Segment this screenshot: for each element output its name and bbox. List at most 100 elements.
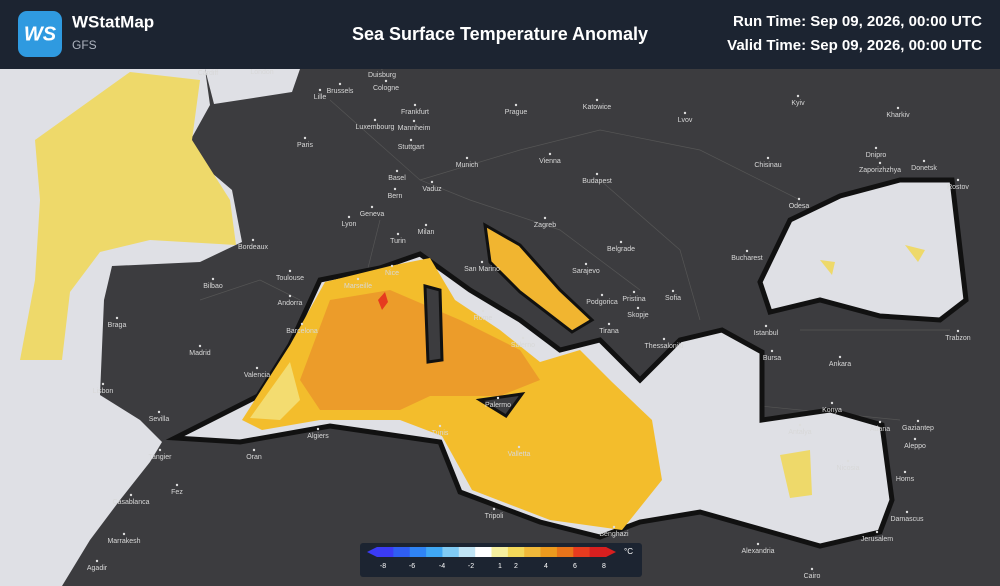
city-label: Kharkiv [886, 112, 910, 119]
city-dot [846, 459, 850, 463]
city-label: Bordeaux [238, 244, 268, 251]
city-label: Odesa [789, 203, 810, 210]
city-label: Zagreb [534, 222, 556, 229]
legend-tick-label: 8 [602, 563, 606, 570]
city-label: Cardiff [198, 70, 219, 77]
city-dot [796, 94, 800, 98]
city-dot [671, 289, 675, 293]
city-dot [662, 337, 666, 341]
cities: Cardiff London Duisburg Brussels Cologne Lill… [87, 63, 971, 580]
city-label: Lyon [342, 221, 357, 228]
legend-swatch [393, 547, 411, 557]
city-dot [810, 567, 814, 571]
legend-unit: °C [624, 547, 633, 556]
legend-arrow-high [606, 547, 616, 557]
city-dot [903, 470, 907, 474]
legend-swatch [524, 547, 541, 557]
city-label: Antalya [788, 429, 811, 436]
city-dot [916, 419, 920, 423]
city-label: Geneva [360, 211, 385, 218]
city-label: Andorra [278, 300, 303, 307]
city-dot [496, 396, 500, 400]
city-label: Mannheim [398, 125, 431, 132]
city-label: Duisburg [368, 72, 396, 79]
city-label: Lille [314, 94, 327, 101]
city-label: Budapest [582, 178, 612, 185]
city-dot [875, 530, 879, 534]
city-dot [384, 79, 388, 83]
legend-tick-label: -8 [380, 563, 386, 570]
legend-swatch [409, 547, 427, 557]
city-dot [874, 146, 878, 150]
city-label: Katowice [583, 104, 612, 111]
city-label: Valencia [244, 372, 270, 379]
city-dot [396, 232, 400, 236]
city-label: Basel [388, 175, 406, 182]
city-dot [548, 152, 552, 156]
city-label: Cairo [804, 573, 821, 580]
city-dot [424, 223, 428, 227]
legend-swatch [540, 547, 558, 557]
legend-bar: -8 -6 -4 -2 1 2 4 6 8 [367, 547, 616, 570]
city-label: Palermo [485, 402, 511, 409]
anomaly-atlantic [20, 72, 236, 360]
adriatic [483, 222, 595, 334]
city-dot [745, 249, 749, 253]
legend-tick-label: -6 [409, 563, 415, 570]
city-dot [798, 423, 802, 427]
legend-swatch [458, 547, 476, 557]
corsica [423, 284, 444, 364]
legend-tick-label: -2 [468, 563, 474, 570]
city-dot [347, 215, 351, 219]
city-label: Chisinau [754, 162, 781, 169]
city-label: Tunis [432, 430, 449, 437]
valid-time: Valid Time: Sep 09, 2026, 00:00 UTC [727, 37, 982, 54]
city-label: Damascus [890, 516, 924, 523]
city-label: San Marino [464, 266, 500, 273]
legend-tick-label: 1 [498, 563, 502, 570]
city-label: Valletta [508, 451, 531, 458]
city-label: Madrid [189, 350, 211, 357]
city-dot [115, 316, 119, 320]
city-label: Podgorica [586, 299, 618, 306]
city-dot [95, 559, 99, 563]
city-label: Stuttgart [398, 144, 425, 151]
city-dot [922, 159, 926, 163]
legend-swatch [556, 547, 574, 557]
city-label: Brussels [327, 88, 354, 95]
city-dot [492, 507, 496, 511]
city-label: Alexandria [741, 548, 774, 555]
city-label: Munich [456, 162, 479, 169]
city-label: Toulouse [276, 275, 304, 282]
city-label: Prague [505, 109, 528, 116]
city-label: Dnipro [866, 152, 887, 159]
city-dot [129, 493, 133, 497]
app-name: WStatMap [72, 12, 154, 31]
logo [18, 11, 62, 57]
city-label: Barcelona [286, 328, 318, 335]
anomaly-hot [378, 292, 388, 310]
black-sea [757, 177, 969, 323]
legend-swatch [589, 547, 607, 557]
city-label: Bilbao [203, 283, 223, 290]
sicily [475, 392, 526, 419]
city-label: Skopje [627, 312, 649, 319]
city-label: Tangier [149, 454, 173, 461]
city-dot [619, 240, 623, 244]
city-label: Fez [171, 489, 183, 496]
legend-swatch [426, 547, 443, 557]
city-label: Sofia [665, 295, 681, 302]
city-label: Belgrade [607, 246, 635, 253]
city-dot [766, 156, 770, 160]
city-dot [438, 424, 442, 428]
city-label: Konya [822, 407, 842, 414]
city-label: Trabzon [945, 335, 971, 342]
city-dot [838, 355, 842, 359]
city-label: Oran [246, 454, 262, 461]
city-dot [514, 103, 518, 107]
city-label: Sarajevo [572, 268, 600, 275]
city-dot [632, 290, 636, 294]
city-dot [158, 448, 162, 452]
city-label: Adana [870, 426, 890, 433]
